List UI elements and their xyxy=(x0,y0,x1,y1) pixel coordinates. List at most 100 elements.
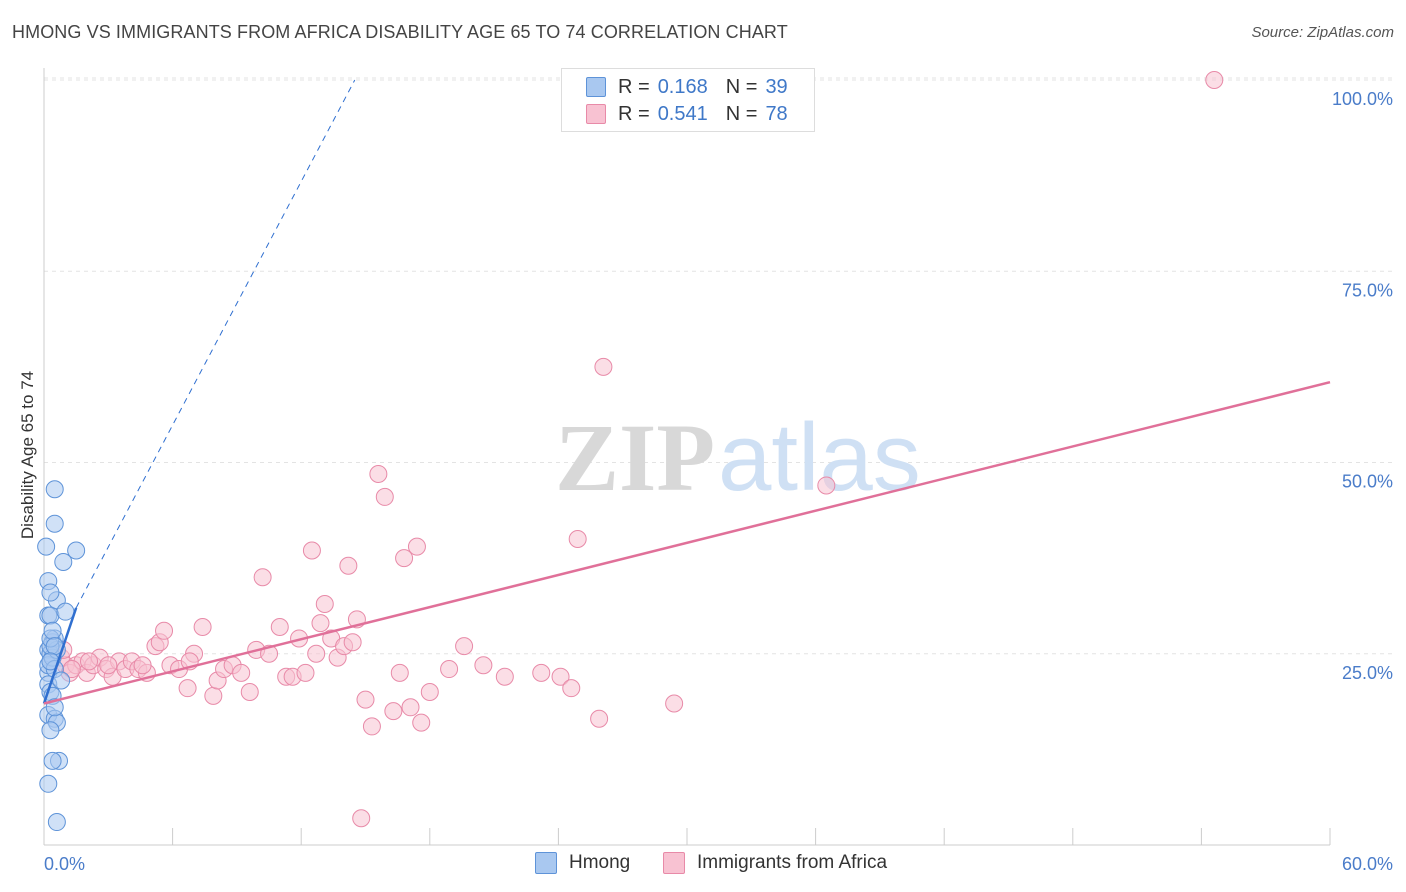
source-label: Source: ZipAtlas.com xyxy=(1251,24,1394,41)
hmong-point xyxy=(67,541,86,560)
legend-r-label: R = xyxy=(618,75,650,98)
africa-point xyxy=(495,667,514,686)
legend-n-value-hmong: 39 xyxy=(765,75,788,98)
africa-point xyxy=(193,617,212,636)
legend-n-label: N = xyxy=(725,102,758,125)
hmong-trend-line xyxy=(42,607,78,704)
hmong-point xyxy=(43,621,62,640)
africa-point xyxy=(253,568,272,587)
legend-row-hmong: R = 0.168 N = 39 xyxy=(586,75,788,99)
africa-point xyxy=(155,621,174,640)
hmong-point xyxy=(39,774,58,793)
hmong-points xyxy=(37,480,86,832)
africa-point xyxy=(420,683,439,701)
legend-item-africa: Immigrants from Africa xyxy=(663,852,887,874)
africa-point xyxy=(270,617,289,636)
africa-point xyxy=(99,656,118,675)
africa-point xyxy=(455,637,474,656)
hmong-point xyxy=(45,514,64,533)
africa-point xyxy=(407,537,426,556)
hmong-swatch xyxy=(586,77,606,97)
africa-point xyxy=(133,656,152,675)
africa-point xyxy=(204,686,223,705)
hmong-point xyxy=(52,671,71,690)
africa-point xyxy=(412,713,431,732)
hmong-point xyxy=(54,552,73,571)
africa-point xyxy=(384,702,403,721)
correlation-legend: R = 0.168 N = 39 R = 0.541 N = 78 xyxy=(561,68,815,132)
hmong-trend-extension xyxy=(75,79,356,609)
africa-swatch xyxy=(586,104,606,124)
africa-point xyxy=(240,683,259,701)
africa-point xyxy=(551,667,570,686)
legend-r-value-africa: 0.541 xyxy=(657,102,708,125)
chart-title: HMONG VS IMMIGRANTS FROM AFRICA DISABILI… xyxy=(12,22,788,42)
legend-row-africa: R = 0.541 N = 78 xyxy=(586,102,788,126)
hmong-point xyxy=(41,606,60,625)
africa-point xyxy=(311,614,330,633)
africa-legend-swatch xyxy=(663,852,685,874)
axes xyxy=(43,68,1331,846)
africa-points xyxy=(52,71,1224,828)
africa-point xyxy=(594,357,613,376)
africa-point xyxy=(440,660,459,679)
africa-point xyxy=(232,663,251,682)
grid-lines xyxy=(44,77,1393,655)
hmong-point xyxy=(41,583,60,602)
hmong-point xyxy=(43,751,62,770)
africa-point xyxy=(339,556,358,575)
africa-point xyxy=(296,663,315,682)
hmong-legend-swatch xyxy=(535,852,557,874)
africa-point xyxy=(307,644,326,663)
africa-point xyxy=(375,487,394,506)
series-legend: Hmong Immigrants from Africa xyxy=(0,852,1406,880)
africa-point xyxy=(817,476,836,495)
watermark: ZIP atlas xyxy=(555,404,921,511)
hmong-point xyxy=(56,602,75,621)
legend-item-hmong: Hmong xyxy=(535,852,630,874)
legend-r-label: R = xyxy=(618,102,650,125)
africa-point xyxy=(1205,71,1224,89)
y-tick-label: 75.0% xyxy=(1342,280,1393,300)
africa-point xyxy=(369,464,388,483)
legend-n-label: N = xyxy=(725,75,758,98)
hmong-point xyxy=(47,813,66,832)
legend-label-hmong: Hmong xyxy=(569,852,631,873)
africa-point xyxy=(356,690,375,709)
hmong-point xyxy=(37,537,56,556)
hmong-point xyxy=(41,721,60,740)
hmong-point xyxy=(45,480,64,499)
africa-point xyxy=(665,694,684,713)
y-tick-label: 50.0% xyxy=(1342,472,1393,492)
africa-point xyxy=(362,717,381,736)
africa-point xyxy=(401,698,420,717)
africa-point xyxy=(395,549,414,568)
africa-point xyxy=(80,652,99,671)
africa-point xyxy=(562,679,581,698)
africa-point xyxy=(343,633,362,652)
africa-point xyxy=(315,595,334,614)
africa-point xyxy=(390,663,409,682)
legend-r-value-hmong: 0.168 xyxy=(657,75,708,98)
africa-point xyxy=(590,709,609,728)
hmong-trend-dashed xyxy=(75,79,356,609)
africa-trend-line xyxy=(43,380,1331,705)
y-axis-label: Disability Age 65 to 74 xyxy=(18,371,37,539)
africa-point xyxy=(532,663,551,682)
legend-label-africa: Immigrants from Africa xyxy=(697,852,888,873)
trend-lines xyxy=(42,380,1331,705)
tick-labels: 25.0% 50.0% 75.0% 100.0% 0.0% 60.0% xyxy=(44,89,1393,874)
y-tick-label: 25.0% xyxy=(1342,663,1393,683)
africa-point xyxy=(302,541,321,560)
legend-n-value-africa: 78 xyxy=(765,102,788,125)
y-tick-label: 100.0% xyxy=(1332,89,1393,109)
watermark-zip: ZIP xyxy=(555,404,715,511)
africa-point xyxy=(352,809,371,828)
x-tick-label-min: 0.0% xyxy=(44,854,85,874)
africa-point xyxy=(474,656,493,675)
watermark-atlas: atlas xyxy=(718,404,921,511)
africa-point xyxy=(178,679,197,698)
africa-point xyxy=(568,530,587,548)
x-tick-label-max: 60.0% xyxy=(1342,854,1393,874)
